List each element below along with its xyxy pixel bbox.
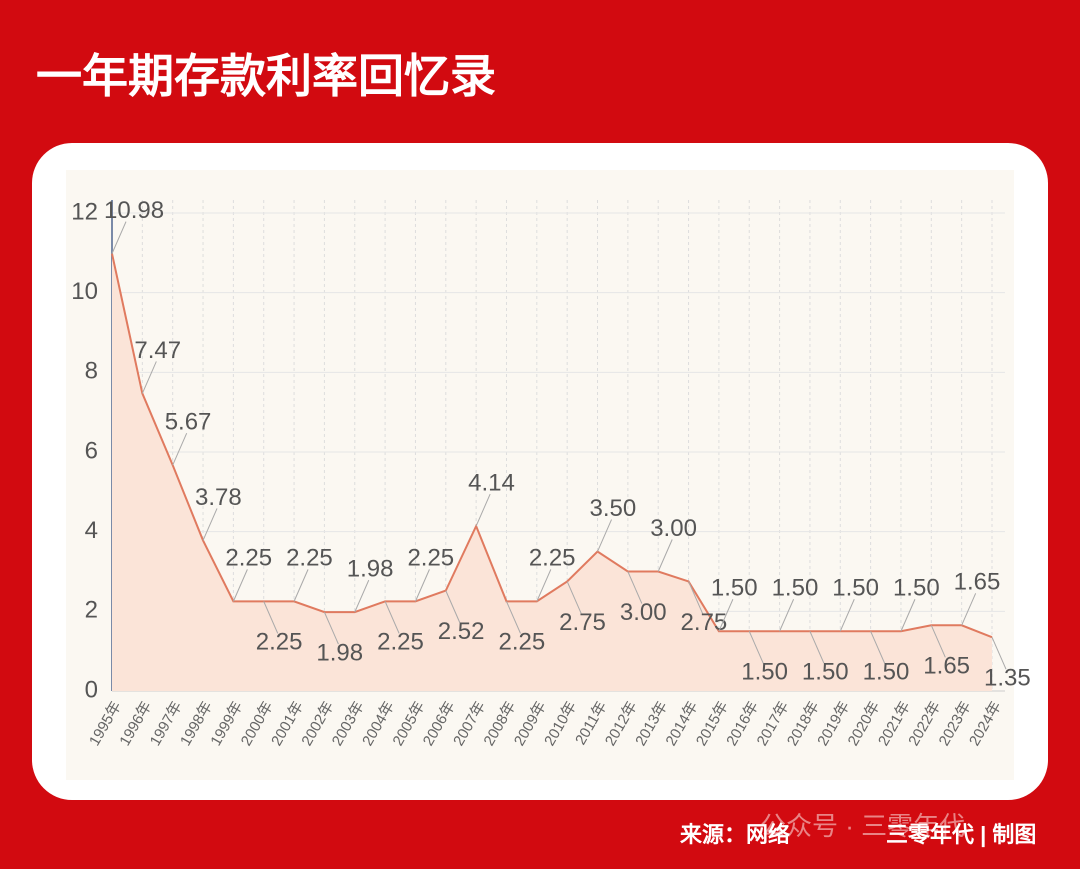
value-label: 1.65 xyxy=(954,569,1001,596)
leader-line xyxy=(657,539,673,572)
y-tick-label: 6 xyxy=(85,437,98,464)
leader-line xyxy=(900,599,916,632)
value-label: 2.75 xyxy=(559,609,606,636)
value-label: 1.50 xyxy=(802,659,849,686)
leader-line xyxy=(566,581,582,614)
value-label: 4.14 xyxy=(468,469,515,496)
source: 来源：网络 xyxy=(679,822,790,847)
leader-line xyxy=(779,599,795,632)
line xyxy=(111,253,993,639)
value-label: 2.25 xyxy=(377,629,424,656)
value-label: 1.35 xyxy=(984,665,1031,692)
leader-line xyxy=(384,601,400,634)
value-label: 1.98 xyxy=(316,639,363,666)
value-label: 3.00 xyxy=(650,515,697,542)
y-tick-label: 10 xyxy=(71,278,98,305)
leader-line xyxy=(718,599,734,632)
area xyxy=(112,253,992,691)
leader-line xyxy=(748,631,764,664)
value-label: 2.25 xyxy=(407,545,454,572)
credit: 三零年代 | 制图 xyxy=(886,822,1036,847)
leader-line xyxy=(961,593,977,626)
value-label: 1.50 xyxy=(893,575,940,602)
leader-line xyxy=(688,581,704,614)
leader-line xyxy=(991,637,1007,670)
leader-line xyxy=(506,601,521,634)
leader-line xyxy=(445,590,461,623)
leader-line xyxy=(870,631,886,664)
y-tick-label: 8 xyxy=(85,358,98,385)
value-label: 3.00 xyxy=(620,599,667,626)
y-tick-label: 12 xyxy=(71,198,98,225)
value-label: 1.65 xyxy=(923,653,970,680)
leader-line xyxy=(536,569,552,602)
value-label: 7.47 xyxy=(134,337,181,364)
leader-line xyxy=(414,569,430,602)
leader-line xyxy=(809,631,825,664)
watermark: 公众号 · 三零年代 xyxy=(760,811,965,841)
chart-title: 一年期存款利率回忆录 xyxy=(36,50,496,102)
value-label: 2.25 xyxy=(529,545,576,572)
value-label: 2.25 xyxy=(498,629,545,656)
y-tick-label: 0 xyxy=(85,676,98,703)
leader-line xyxy=(323,611,339,645)
value-label: 2.25 xyxy=(225,545,272,572)
leader-line xyxy=(475,493,491,527)
value-label: 1.50 xyxy=(832,575,879,602)
leader-line xyxy=(202,508,218,541)
value-label: 2.75 xyxy=(681,609,728,636)
leader-line xyxy=(597,519,612,552)
leader-line xyxy=(627,571,643,604)
y-tick-label: 4 xyxy=(85,517,98,544)
value-label: 3.78 xyxy=(195,484,242,511)
leader-line xyxy=(111,221,127,254)
value-label: 1.98 xyxy=(347,555,394,582)
value-label: 1.50 xyxy=(711,575,758,602)
value-label: 2.25 xyxy=(286,545,333,572)
leader-line xyxy=(141,361,157,394)
value-label: 1.50 xyxy=(772,575,819,602)
value-label: 5.67 xyxy=(165,408,212,435)
leader-line xyxy=(293,569,309,602)
value-label: 2.25 xyxy=(256,629,303,656)
leader-line xyxy=(354,579,370,613)
leader-line xyxy=(172,432,188,466)
leader-line xyxy=(263,601,279,634)
leader-line xyxy=(930,625,946,658)
value-label: 1.50 xyxy=(863,659,910,686)
value-label: 1.50 xyxy=(741,659,788,686)
y-tick-label: 2 xyxy=(85,597,98,624)
value-label: 10.98 xyxy=(104,197,164,224)
value-label: 3.50 xyxy=(590,495,637,522)
value-label: 2.52 xyxy=(438,618,485,645)
leader-line xyxy=(839,599,855,632)
leader-line xyxy=(232,569,248,602)
